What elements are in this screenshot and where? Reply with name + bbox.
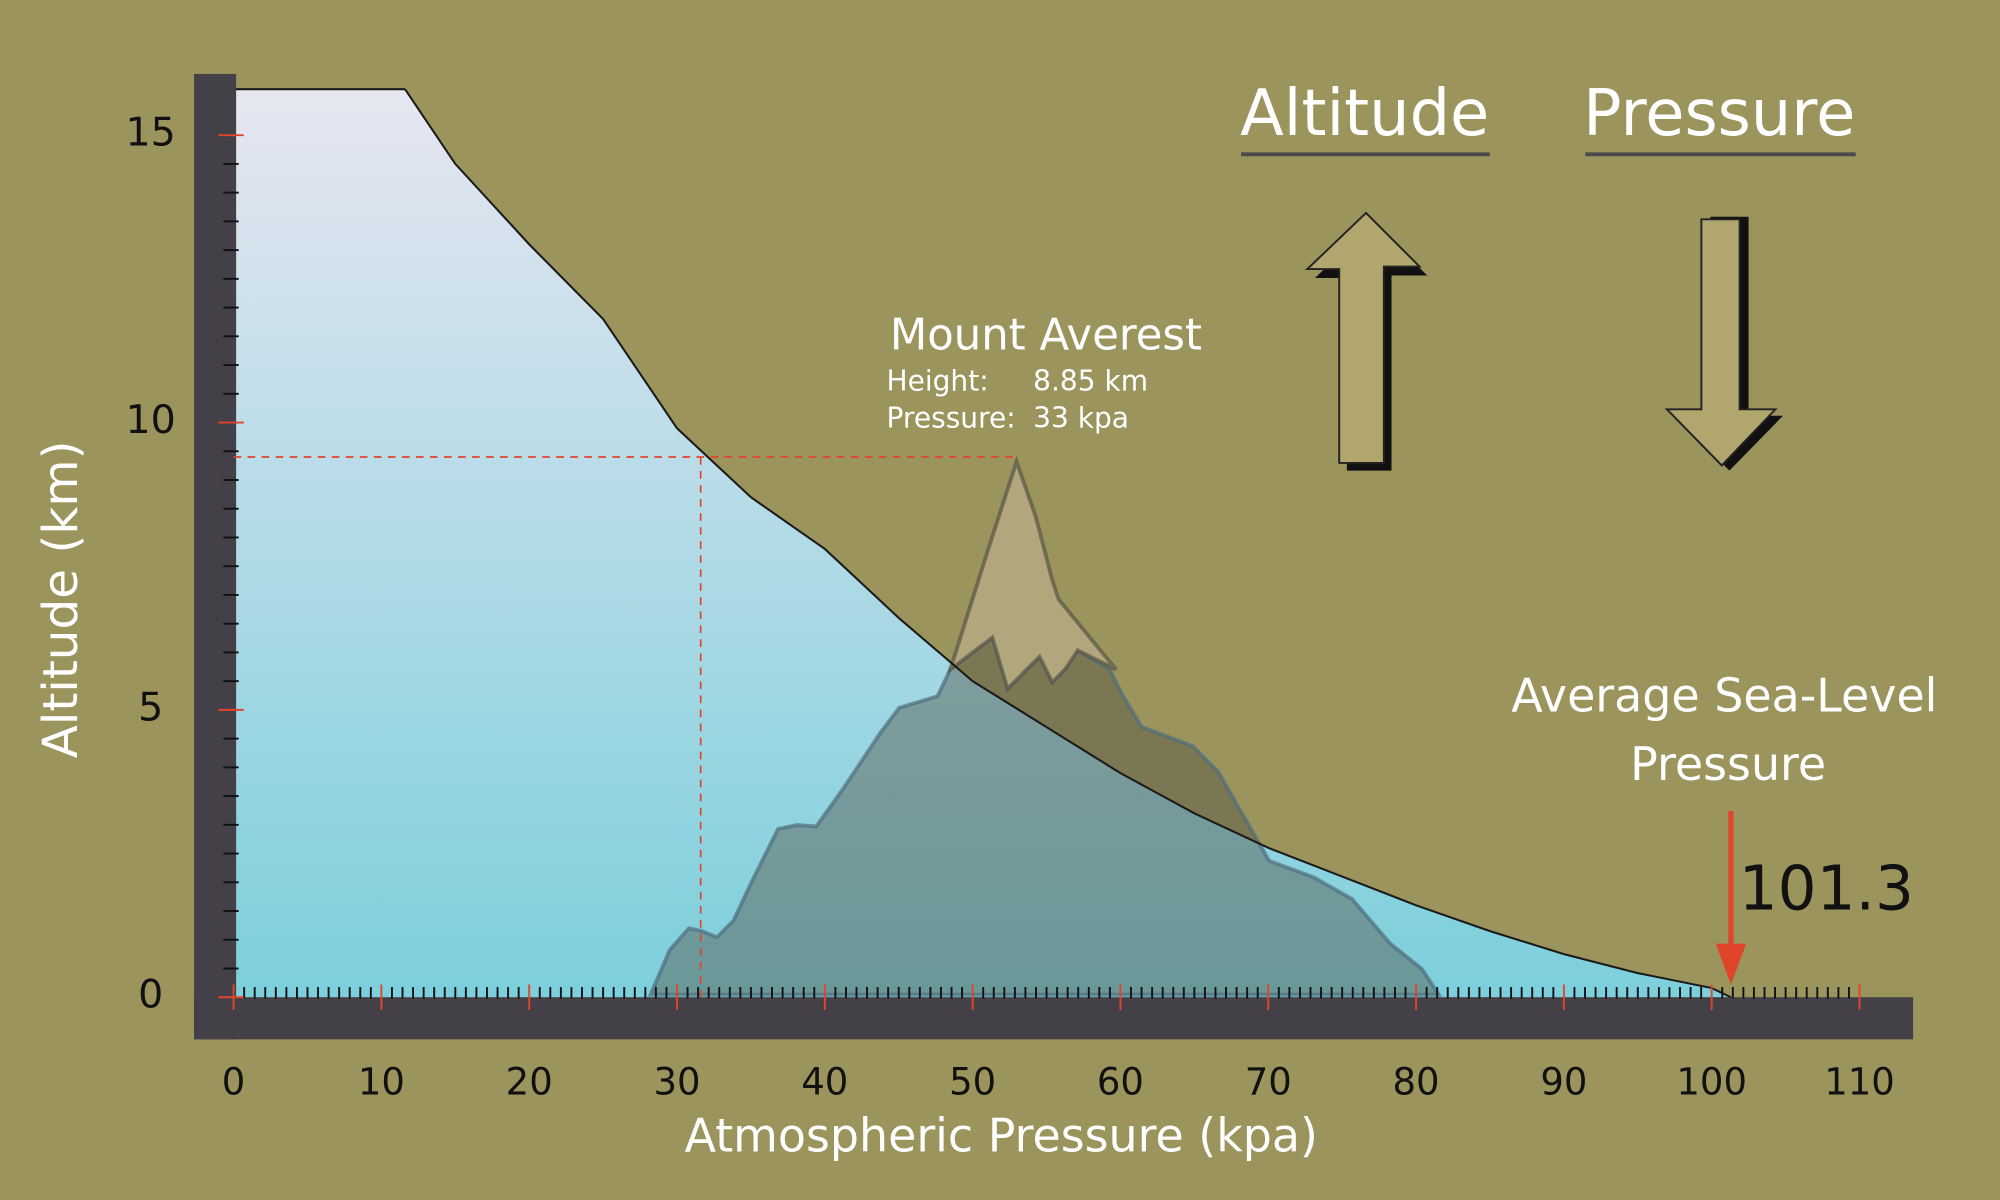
x-tick-label: 40 [801, 1060, 848, 1103]
x-axis-bar [194, 997, 1914, 1040]
plot-area [233, 88, 1731, 998]
x-tick-label: 60 [1097, 1060, 1144, 1103]
x-tick-label: 10 [358, 1060, 405, 1103]
sky-area [233, 89, 1731, 998]
everest-height-label: Height: [887, 365, 989, 398]
sea-level-label: Average Sea-Level [1511, 668, 1937, 722]
everest-pressure-label: Pressure: [887, 402, 1016, 435]
x-tick-label: 20 [506, 1060, 553, 1103]
x-tick-label: 90 [1540, 1060, 1587, 1103]
y-tick-label: 0 [138, 972, 163, 1018]
sea-level-label: Pressure [1630, 737, 1826, 791]
mountain-peak [946, 455, 1118, 693]
overlay: 0 10 20 30 40 50 60 70 80 90 100 110 0 5 10 15 101.3 [126, 88, 1914, 1103]
y-tick-label: 10 [126, 397, 176, 443]
sea-level-value: 101.3 [1739, 853, 1914, 924]
header-altitude: Altitude [1240, 77, 1489, 151]
y-axis-title: Altitude (km) [33, 441, 89, 759]
x-tick-label: 110 [1824, 1060, 1895, 1103]
x-tick-label: 0 [222, 1060, 246, 1103]
header-pressure: Pressure [1583, 77, 1855, 151]
y-axis-bar [194, 73, 237, 1040]
everest-title: Mount Averest [890, 310, 1202, 360]
y-tick-label: 5 [138, 684, 163, 730]
x-tick-label: 80 [1393, 1060, 1440, 1103]
x-tick-label: 70 [1245, 1060, 1292, 1103]
sea-level-arrow-head [1715, 943, 1747, 985]
arrow-up [1304, 211, 1422, 464]
x-tick-label: 30 [653, 1060, 700, 1103]
x-axis-title: Atmospheric Pressure (kpa) [685, 1108, 1318, 1162]
everest-height-value: 8.85 km [1033, 365, 1148, 398]
everest-pressure-value: 33 kpa [1033, 402, 1129, 435]
y-tick-label: 15 [126, 110, 176, 156]
pressure-curve [404, 88, 1732, 999]
x-tick-label: 100 [1676, 1060, 1747, 1103]
arrow-down [1664, 218, 1778, 467]
x-tick-label: 50 [949, 1060, 996, 1103]
